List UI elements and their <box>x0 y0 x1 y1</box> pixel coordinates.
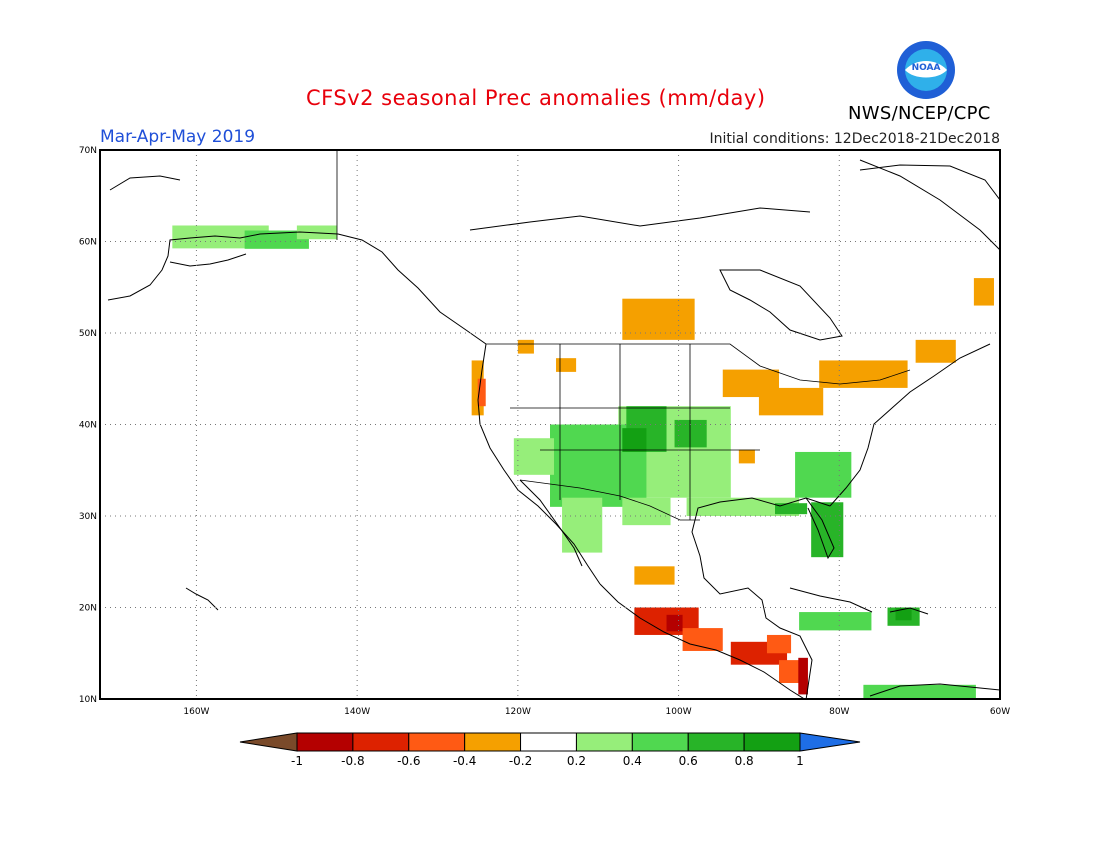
colorbar-label-7: 0.6 <box>679 754 698 768</box>
colorbar: -1 -0.8 -0.6 -0.4 -0.2 0.2 0.4 0.6 0.8 1 <box>239 732 861 768</box>
anomaly-layer <box>172 225 994 699</box>
coast-hawaii <box>185 587 219 611</box>
anomaly-region-12 <box>973 278 994 306</box>
coast-labrador <box>859 159 1000 251</box>
season-label: Mar-Apr-May 2019 <box>100 127 256 147</box>
anomaly-region-9 <box>758 387 824 416</box>
colorbar-bin-2 <box>408 732 466 752</box>
colorbar-label-0: -1 <box>291 754 303 768</box>
anomaly-region-10 <box>819 360 908 388</box>
lat-label-2: 50N <box>79 329 97 339</box>
lat-label-6: 10N <box>79 695 97 705</box>
anomaly-region-21 <box>811 502 844 558</box>
anomaly-region-18 <box>622 497 671 526</box>
lon-label-5: 60W <box>990 707 1010 717</box>
lon-label-0: 160W <box>183 707 209 717</box>
lat-label-4: 30N <box>79 512 97 522</box>
anomaly-region-6 <box>556 358 577 372</box>
coast-mexico-west <box>599 583 806 699</box>
lat-labels: 70N 60N 50N 40N 30N 20N 10N <box>79 146 97 705</box>
colorbar-bin-8 <box>743 732 801 752</box>
colorbar-bin-6 <box>631 732 689 752</box>
coast-arctic-islands <box>469 207 811 231</box>
anomaly-region-19 <box>686 497 800 516</box>
coast-east-us <box>829 343 991 507</box>
colorbar-label-2: -0.6 <box>397 754 420 768</box>
anomaly-region-11 <box>915 339 956 363</box>
lat-label-5: 20N <box>79 604 97 614</box>
anomaly-region-5 <box>517 339 534 354</box>
colorbar-bin-1 <box>352 732 410 752</box>
anomaly-region-20 <box>795 451 852 498</box>
colorbar-label-8: 0.8 <box>735 754 754 768</box>
anomaly-region-22 <box>775 503 808 515</box>
lon-label-2: 120W <box>505 707 531 717</box>
agency-label: NWS/NCEP/CPC <box>848 103 991 124</box>
colorbar-bin-0 <box>296 732 354 752</box>
anomaly-region-4 <box>477 378 486 407</box>
logo-text: NOAA <box>912 63 941 73</box>
colorbar-label-4: -0.2 <box>509 754 532 768</box>
anomaly-region-13 <box>738 449 755 464</box>
coast-florida <box>805 497 835 560</box>
lon-label-3: 100W <box>666 707 692 717</box>
coast-baja <box>519 479 583 567</box>
lat-label-3: 40N <box>79 421 97 431</box>
colorbar-label-9: 1 <box>796 754 804 768</box>
coastlines <box>107 159 1000 699</box>
coast-south-america <box>869 683 1000 697</box>
colorbar-under-arrow <box>239 732 298 752</box>
anomaly-region-28 <box>895 607 912 621</box>
chart-title: CFSv2 seasonal Prec anomalies (mm/day) <box>306 86 766 110</box>
anomaly-region-32 <box>666 614 683 632</box>
anomaly-region-33 <box>682 628 723 651</box>
lon-label-4: 80W <box>829 707 849 717</box>
anomaly-region-26 <box>799 612 872 631</box>
initial-conditions-label: Initial conditions: 12Dec2018-21Dec2018 <box>709 131 1001 147</box>
anomaly-region-1 <box>244 230 309 249</box>
border-us-mexico <box>519 479 700 521</box>
anomaly-region-35 <box>779 660 804 683</box>
logo-bird-shape <box>905 61 947 78</box>
anomaly-region-36 <box>798 657 808 695</box>
colorbar-over-arrow <box>799 732 861 752</box>
lat-label-1: 60N <box>79 238 97 248</box>
anomaly-region-17 <box>562 497 603 553</box>
anomaly-region-37 <box>766 634 792 654</box>
colorbar-label-1: -0.8 <box>341 754 364 768</box>
noaa-logo: NOAA <box>897 41 955 99</box>
lon-label-1: 140W <box>344 707 370 717</box>
colorbar-label-3: -0.4 <box>453 754 476 768</box>
coast-greenland <box>859 164 1000 201</box>
anomaly-region-16 <box>513 438 555 475</box>
colorbar-bin-7 <box>687 732 745 752</box>
coast-cuba <box>789 587 873 613</box>
border-us-canada <box>486 343 911 385</box>
lon-labels: 160W 140W 120W 100W 80W 60W <box>183 707 1010 717</box>
map-frame <box>99 149 1001 700</box>
colorbar-bin-3 <box>464 732 522 752</box>
anomaly-region-7 <box>622 298 695 340</box>
coast-west-us <box>477 343 601 585</box>
colorbar-bin-5 <box>575 732 633 752</box>
lat-gridlines <box>100 241 1000 608</box>
anomaly-region-29 <box>863 684 976 699</box>
coast-alaska <box>107 231 487 345</box>
anomaly-region-24 <box>622 428 647 452</box>
political-borders <box>336 150 911 521</box>
colorbar-bin-4 <box>520 732 577 752</box>
anomaly-region-30 <box>634 566 675 585</box>
coast-arctic-alaska <box>109 175 181 191</box>
lat-label-0: 70N <box>79 146 97 156</box>
colorbar-label-6: 0.4 <box>623 754 642 768</box>
anomaly-region-2 <box>296 225 338 240</box>
coast-hudson-bay <box>719 269 843 341</box>
coast-alaska-peninsula <box>169 253 247 267</box>
coast-gulf <box>691 497 831 699</box>
colorbar-label-5: 0.2 <box>567 754 586 768</box>
